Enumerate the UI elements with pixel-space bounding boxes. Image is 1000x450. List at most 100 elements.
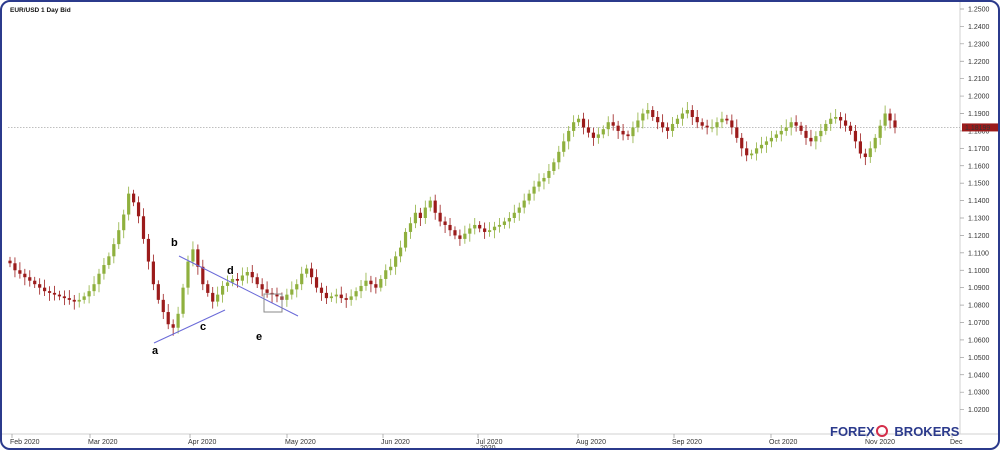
candle-body: [77, 299, 81, 302]
x-year-label: 2020: [480, 445, 496, 450]
candle-body: [176, 313, 180, 328]
candle-body: [448, 224, 452, 231]
candle-body: [735, 127, 739, 138]
y-tick-label: 1.1000: [968, 268, 990, 275]
y-tick-label: 1.1900: [968, 111, 990, 118]
candle-body: [349, 296, 353, 300]
x-tick-label: Apr 2020: [188, 439, 217, 446]
lower-trendline: [153, 309, 226, 344]
candle-body: [547, 170, 551, 178]
candle-body: [151, 261, 155, 285]
candle-body: [596, 134, 600, 138]
candles: [8, 102, 897, 336]
candle-body: [858, 141, 862, 154]
pattern-overlay: a b c d e: [152, 237, 299, 357]
candle-body: [250, 271, 254, 278]
candle-body: [290, 289, 294, 295]
candle-body: [606, 122, 610, 130]
candle-body: [97, 273, 101, 285]
candle-body: [389, 266, 393, 271]
y-tick-label: 1.0200: [968, 407, 990, 414]
x-axis: Feb 2020 Mar 2020 Apr 2020 May 2020 Jun 2020…: [10, 434, 963, 450]
y-tick-label: 1.0600: [968, 337, 990, 344]
candle-body: [567, 130, 571, 142]
candle-body: [710, 127, 714, 129]
y-axis: 1.2500 1.2400 1.2300 1.2200 1.2100 1.2000 1.19…: [960, 7, 990, 414]
candle-body: [537, 181, 541, 187]
candle-body: [611, 122, 615, 126]
candle-body: [52, 292, 57, 295]
chart-title: EUR/USD 1 Day Bid: [10, 7, 71, 14]
y-tick-label: 1.1200: [968, 233, 990, 240]
candle-body: [428, 200, 432, 208]
y-tick-label: 1.2100: [968, 76, 990, 83]
candle-body: [562, 141, 566, 152]
y-tick-label: 1.1600: [968, 163, 990, 170]
last-price-box: [962, 123, 998, 132]
candle-body: [225, 282, 230, 286]
y-tick-label: 1.0800: [968, 303, 990, 310]
candle-body: [883, 113, 887, 126]
candle-body: [38, 284, 42, 288]
candle-body: [379, 278, 383, 288]
candle-body: [764, 141, 769, 145]
candle-body: [216, 294, 220, 302]
candle-body: [636, 120, 640, 128]
candle-body: [769, 137, 773, 142]
candle-body: [750, 153, 754, 156]
y-tick-label: 1.1500: [968, 181, 990, 188]
candle-body: [814, 136, 818, 142]
candle-body: [8, 260, 12, 264]
candle-body: [275, 294, 279, 297]
candle-body: [641, 113, 645, 121]
pattern-point-e: e: [256, 331, 262, 343]
candle-body: [839, 116, 843, 121]
candle-body: [82, 296, 86, 300]
candle-body: [122, 214, 126, 231]
x-tick-label: Nov 2020: [865, 439, 895, 446]
candle-body: [715, 122, 719, 128]
candle-body: [532, 186, 536, 194]
candle-body: [132, 193, 136, 203]
candle-body: [458, 235, 462, 239]
candle-body: [403, 231, 408, 248]
candle-body: [305, 268, 309, 274]
candle-body: [670, 123, 675, 131]
brand-part1: FOREX: [830, 424, 875, 439]
candle-body: [601, 129, 605, 135]
brand-part2: BROKERS: [894, 424, 959, 439]
x-tick-label: Mar 2020: [88, 439, 118, 446]
candle-body: [819, 130, 823, 137]
chart-grid: [2, 2, 998, 435]
candle-body: [512, 212, 516, 218]
upper-trendline: [178, 255, 299, 317]
candle-body: [260, 284, 264, 290]
candle-body: [507, 218, 511, 222]
x-tick-label: Oct 2020: [769, 439, 798, 446]
candle-body: [369, 280, 373, 285]
candle-body: [329, 296, 333, 299]
candle-body: [359, 285, 363, 292]
y-tick-label: 1.2500: [968, 7, 990, 14]
candle-body: [557, 151, 561, 163]
candle-body: [433, 200, 437, 213]
candle-body: [72, 299, 76, 302]
candle-body: [141, 216, 146, 239]
candle-body: [478, 224, 482, 229]
candle-body: [586, 127, 591, 133]
candle-body: [107, 256, 111, 266]
candle-body: [62, 296, 66, 299]
candle-body: [408, 223, 413, 232]
candle-body: [166, 312, 170, 325]
candle-body: [685, 110, 689, 114]
candle-body: [705, 125, 709, 128]
y-tick-label: 1.0400: [968, 372, 990, 379]
candle-body: [700, 122, 704, 126]
candle-body: [843, 120, 848, 126]
candle-body: [171, 324, 175, 328]
candle-body: [300, 273, 304, 285]
candle-body: [789, 122, 793, 128]
candle-body: [28, 277, 32, 281]
candle-body: [314, 277, 319, 288]
